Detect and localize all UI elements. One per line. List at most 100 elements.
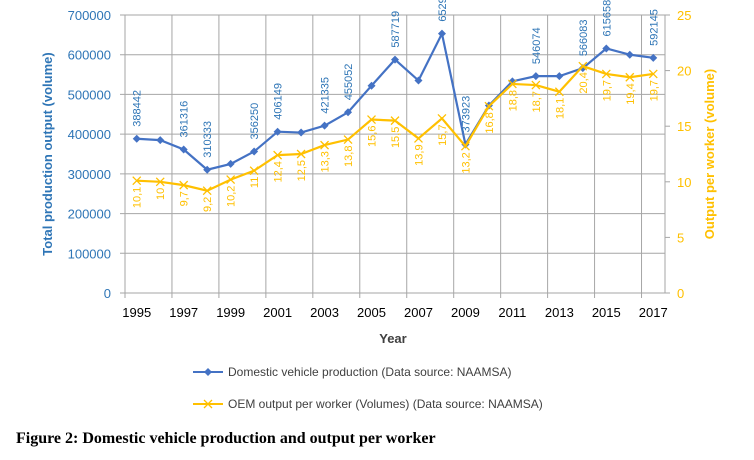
x-tick-label: 2011 [498,305,526,320]
data-label: 361316 [179,101,191,138]
data-label: 12,5 [296,160,308,181]
data-point [625,72,635,82]
data-label: 18,8 [507,90,519,111]
data-label: 9,7 [179,191,191,206]
data-point [367,81,376,90]
data-label: 16,8 [484,112,496,133]
y2-tick-label: 20 [677,64,691,79]
data-label: 356250 [249,103,261,140]
data-point [414,133,423,143]
x-tick-label: 2003 [310,305,339,320]
data-label: 12,4 [273,161,285,182]
line-chart: 0 100000 200000 300000 400000 500000 600000 700… [40,0,717,411]
data-label: 406149 [273,83,285,120]
x-tick-label: 1997 [169,305,198,320]
data-label: 310333 [202,121,214,158]
data-point [273,150,283,160]
data-point [249,166,259,176]
data-point [343,135,353,145]
x-tick-label: 2007 [404,305,433,320]
y2-tick-label: 25 [677,8,691,23]
data-point [649,53,658,62]
data-point [648,69,658,79]
y-tick-label: 400000 [68,127,111,142]
data-point [554,87,564,97]
x-tick-label: 2017 [639,305,668,320]
data-label: 10,2 [226,186,238,207]
data-point [344,108,353,117]
x-tick-label: 1999 [216,305,245,320]
y-tick-label: 500000 [68,87,111,102]
data-point [132,176,142,186]
data-label: 19,4 [625,83,637,104]
data-point [460,141,470,151]
data-point [484,101,494,111]
data-label: 11 [249,177,261,188]
data-point [625,50,634,59]
data-label: 15,6 [367,126,379,147]
data-point [273,127,282,136]
data-point [156,136,165,145]
x-tick-label: 2005 [357,305,386,320]
x-tick-label: 2001 [263,305,292,320]
data-point [367,115,376,124]
data-point [601,69,611,79]
y-tick-label: 0 [104,286,111,301]
y-tick-label: 600000 [68,48,111,63]
data-label: 566083 [578,19,590,56]
data-label: 18,1 [554,98,566,119]
data-label: 20,4 [578,72,590,93]
data-point [179,145,188,154]
data-point [179,180,189,190]
x-tick-label: 2013 [545,305,574,320]
y-tick-label: 200000 [68,207,111,222]
data-label: 19,7 [648,80,660,101]
data-point [531,80,541,90]
figure-caption: Figure 2: Domestic vehicle production an… [16,430,436,447]
data-point [202,186,212,196]
data-point [155,177,165,187]
x-axis-title: Year [379,331,406,346]
legend-marker [204,368,212,376]
y2-tick-label: 15 [677,119,691,134]
data-point [226,175,236,185]
y-tick-label: 300000 [68,167,111,182]
data-label: 587719 [390,11,402,48]
data-label: 10 [155,188,167,200]
data-label: 13,9 [413,144,425,165]
data-point [507,79,517,89]
data-point [602,44,611,53]
data-label: 15,7 [437,124,449,145]
data-label: 388442 [132,90,144,127]
y-tick-label: 700000 [68,8,111,23]
data-label: 15,5 [390,127,402,148]
x-tick-label: 2015 [592,305,621,320]
data-label: 13,8 [343,146,355,167]
y-axis-title: Total production output (volume) [40,52,55,255]
data-point [555,72,564,81]
data-point [320,121,329,130]
y-tick-label: 100000 [68,246,111,261]
data-label: 13,3 [320,151,332,172]
data-point [132,134,141,143]
data-label: 652965 [437,0,449,22]
data-label: 373923 [460,96,472,133]
data-label: 546074 [531,27,543,64]
data-label: 615658 [601,0,613,36]
legend-label: Domestic vehicle production (Data source… [228,365,511,379]
x-tick-label: 2009 [451,305,480,320]
y2-tick-label: 5 [677,230,684,245]
data-label: 421335 [320,77,332,114]
data-point [437,29,446,38]
data-point [226,159,235,168]
series-line [136,30,654,171]
data-point [203,165,212,174]
data-point [250,147,259,156]
data-label: 19,7 [601,80,613,101]
data-point [437,113,447,123]
data-point [297,128,306,137]
y2-axis-title: Output per worker (volume) [702,69,717,239]
data-point [391,55,399,64]
data-label: 592145 [648,9,660,46]
data-label: 9,2 [202,197,214,212]
